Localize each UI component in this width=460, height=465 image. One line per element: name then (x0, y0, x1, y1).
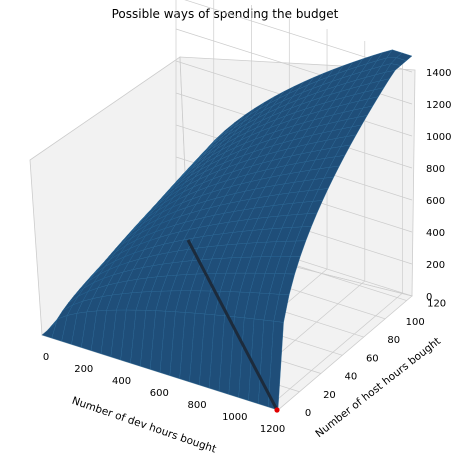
x-tick-label: 800 (187, 400, 206, 411)
marker-point (274, 407, 280, 413)
z-tick-label: 600 (426, 196, 445, 207)
surface-plot (41, 49, 413, 411)
y-tick-label: 100 (406, 317, 425, 328)
y-tick-label: 120 (427, 299, 446, 310)
surface-line (186, 239, 278, 409)
grid-line (268, 292, 403, 408)
x-tick-label: 600 (150, 388, 169, 399)
y-tick-label: 80 (387, 335, 400, 346)
chart-title: Possible ways of spending the budget (112, 7, 339, 21)
z-tick-label: 1000 (426, 132, 451, 143)
x-tick-label: 400 (112, 376, 131, 387)
y-tick-label: 0 (305, 408, 311, 419)
z-tick-label: 400 (426, 228, 445, 239)
y-tick-label: 40 (345, 372, 358, 383)
z-tick-label: 1400 (426, 68, 451, 79)
y-tick-label: 60 (366, 353, 379, 364)
surface-facet (396, 52, 413, 61)
x-tick-label: 200 (74, 364, 93, 375)
z-tick-label: 0 (426, 292, 432, 303)
x-tick-label: 1200 (260, 424, 285, 435)
x-tick-label: 1000 (222, 412, 247, 423)
z-tick-labels: 0 200 400 600 800 1000 1200 1400 (426, 68, 451, 303)
z-tick-label: 200 (426, 260, 445, 271)
y-tick-label: 20 (323, 390, 336, 401)
x-tick-label: 0 (43, 352, 49, 363)
z-tick-label: 800 (426, 164, 445, 175)
z-tick-label: 1200 (426, 100, 451, 111)
x-tick-labels: 0 200 400 600 800 1000 1200 (43, 352, 285, 435)
